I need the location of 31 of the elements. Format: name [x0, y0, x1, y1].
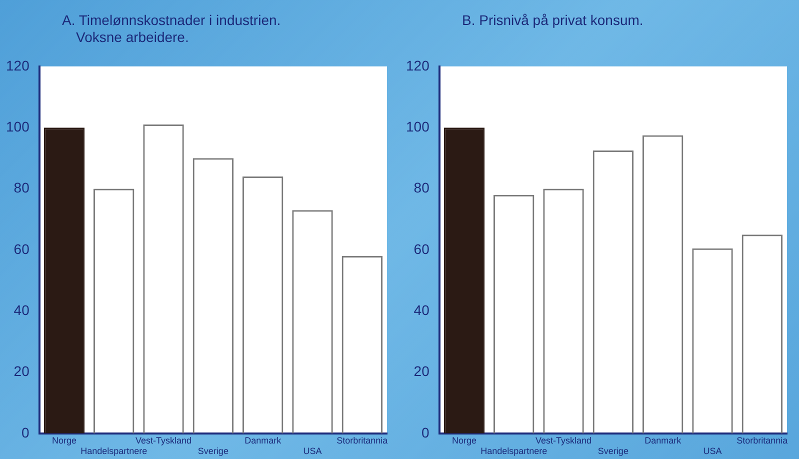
x-tick-label: Danmark	[644, 435, 682, 446]
x-tick-label: Storbritannia	[736, 435, 788, 446]
y-tick-label: 0	[422, 424, 430, 440]
x-tick-label: Norge	[52, 435, 76, 446]
x-tick-label: Storbritannia	[336, 435, 388, 446]
x-tick-label: Handelspartnere	[80, 446, 148, 456]
y-tick-label: 40	[14, 302, 30, 318]
x-tick-label: Norge	[452, 435, 476, 446]
y-tick-label: 100	[406, 118, 430, 134]
y-tick-label: 80	[414, 180, 430, 196]
x-tick-label: Handelspartnere	[480, 446, 548, 456]
y-tick-label: 20	[414, 363, 430, 380]
chart-subtitle: Voksne arbeidere.	[75, 29, 190, 46]
y-tick-label: 100	[6, 118, 30, 134]
y-tick-label: 120	[406, 57, 430, 74]
x-tick-label: Vest-Tyskland	[136, 435, 192, 446]
y-tick-label: 60	[14, 240, 30, 257]
x-tick-label: Sverige	[598, 446, 628, 456]
x-tick-label: USA	[703, 446, 722, 456]
y-tick-label: 0	[22, 424, 30, 440]
y-tick-label: 60	[414, 240, 430, 257]
x-tick-label: Sverige	[198, 446, 228, 456]
chart-title: A. Timelønnskostnader i industrien.	[62, 12, 281, 29]
y-tick-label: 40	[414, 302, 430, 318]
x-tick-label: USA	[303, 446, 322, 456]
y-tick-label: 80	[14, 180, 30, 196]
y-tick-label: 20	[14, 363, 30, 380]
x-tick-label: Danmark	[244, 435, 282, 446]
x-tick-label: Vest-Tyskland	[536, 435, 592, 446]
y-tick-label: 120	[6, 57, 30, 74]
chart-title: B. Prisnivå på privat konsum.	[462, 12, 644, 29]
